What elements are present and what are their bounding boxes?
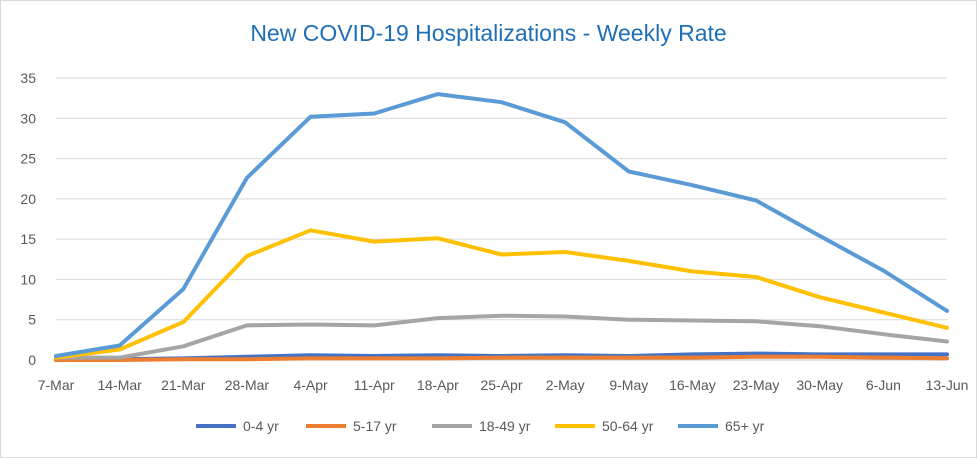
y-axis: 0 5 10 15 20 25 30 35 <box>20 70 36 368</box>
y-tick-label: 35 <box>20 70 36 86</box>
x-tick-label: 11-Apr <box>354 377 395 393</box>
series-lines <box>54 92 949 362</box>
series-line-18-49-yr <box>54 313 949 360</box>
x-tick-label: 28-Mar <box>225 377 270 393</box>
gridlines <box>56 77 947 361</box>
x-tick-label: 2-May <box>546 377 585 393</box>
series-line-50-64-yr <box>54 228 949 360</box>
y-tick-label: 0 <box>28 352 36 368</box>
legend-label: 0-4 yr <box>243 418 279 434</box>
x-tick-label: 23-May <box>733 377 780 393</box>
legend-label: 50-64 yr <box>602 418 654 434</box>
x-tick-label: 14-Mar <box>97 377 142 393</box>
x-tick-label: 21-Mar <box>161 377 206 393</box>
x-tick-label: 4-Apr <box>293 377 328 393</box>
x-tick-label: 9-May <box>609 377 648 393</box>
x-axis: 7-Mar 14-Mar 21-Mar 28-Mar 4-Apr 11-Apr 18-Apr… <box>38 377 969 393</box>
x-tick-label: 25-Apr <box>480 377 522 393</box>
y-tick-label: 25 <box>20 151 36 167</box>
y-tick-label: 15 <box>20 231 36 247</box>
chart-title: New COVID-19 Hospitalizations - Weekly R… <box>250 20 727 46</box>
x-tick-label: 30-May <box>796 377 843 393</box>
y-tick-label: 20 <box>20 191 36 207</box>
series-line-5-17-yr <box>54 354 949 362</box>
x-tick-label: 7-Mar <box>38 377 75 393</box>
y-tick-label: 30 <box>20 110 36 126</box>
y-tick-label: 10 <box>20 271 36 287</box>
legend-label: 65+ yr <box>725 418 765 434</box>
legend-label: 18-49 yr <box>479 418 531 434</box>
x-tick-label: 6-Jun <box>866 377 901 393</box>
series-line-65-yr <box>54 92 949 358</box>
y-tick-label: 5 <box>28 312 36 328</box>
x-tick-label: 16-May <box>669 377 716 393</box>
legend: 0-4 yr 5-17 yr 18-49 yr 50-64 yr 65+ yr <box>196 418 765 434</box>
x-tick-label: 13-Jun <box>926 377 969 393</box>
x-tick-label: 18-Apr <box>417 377 459 393</box>
legend-label: 5-17 yr <box>353 418 397 434</box>
